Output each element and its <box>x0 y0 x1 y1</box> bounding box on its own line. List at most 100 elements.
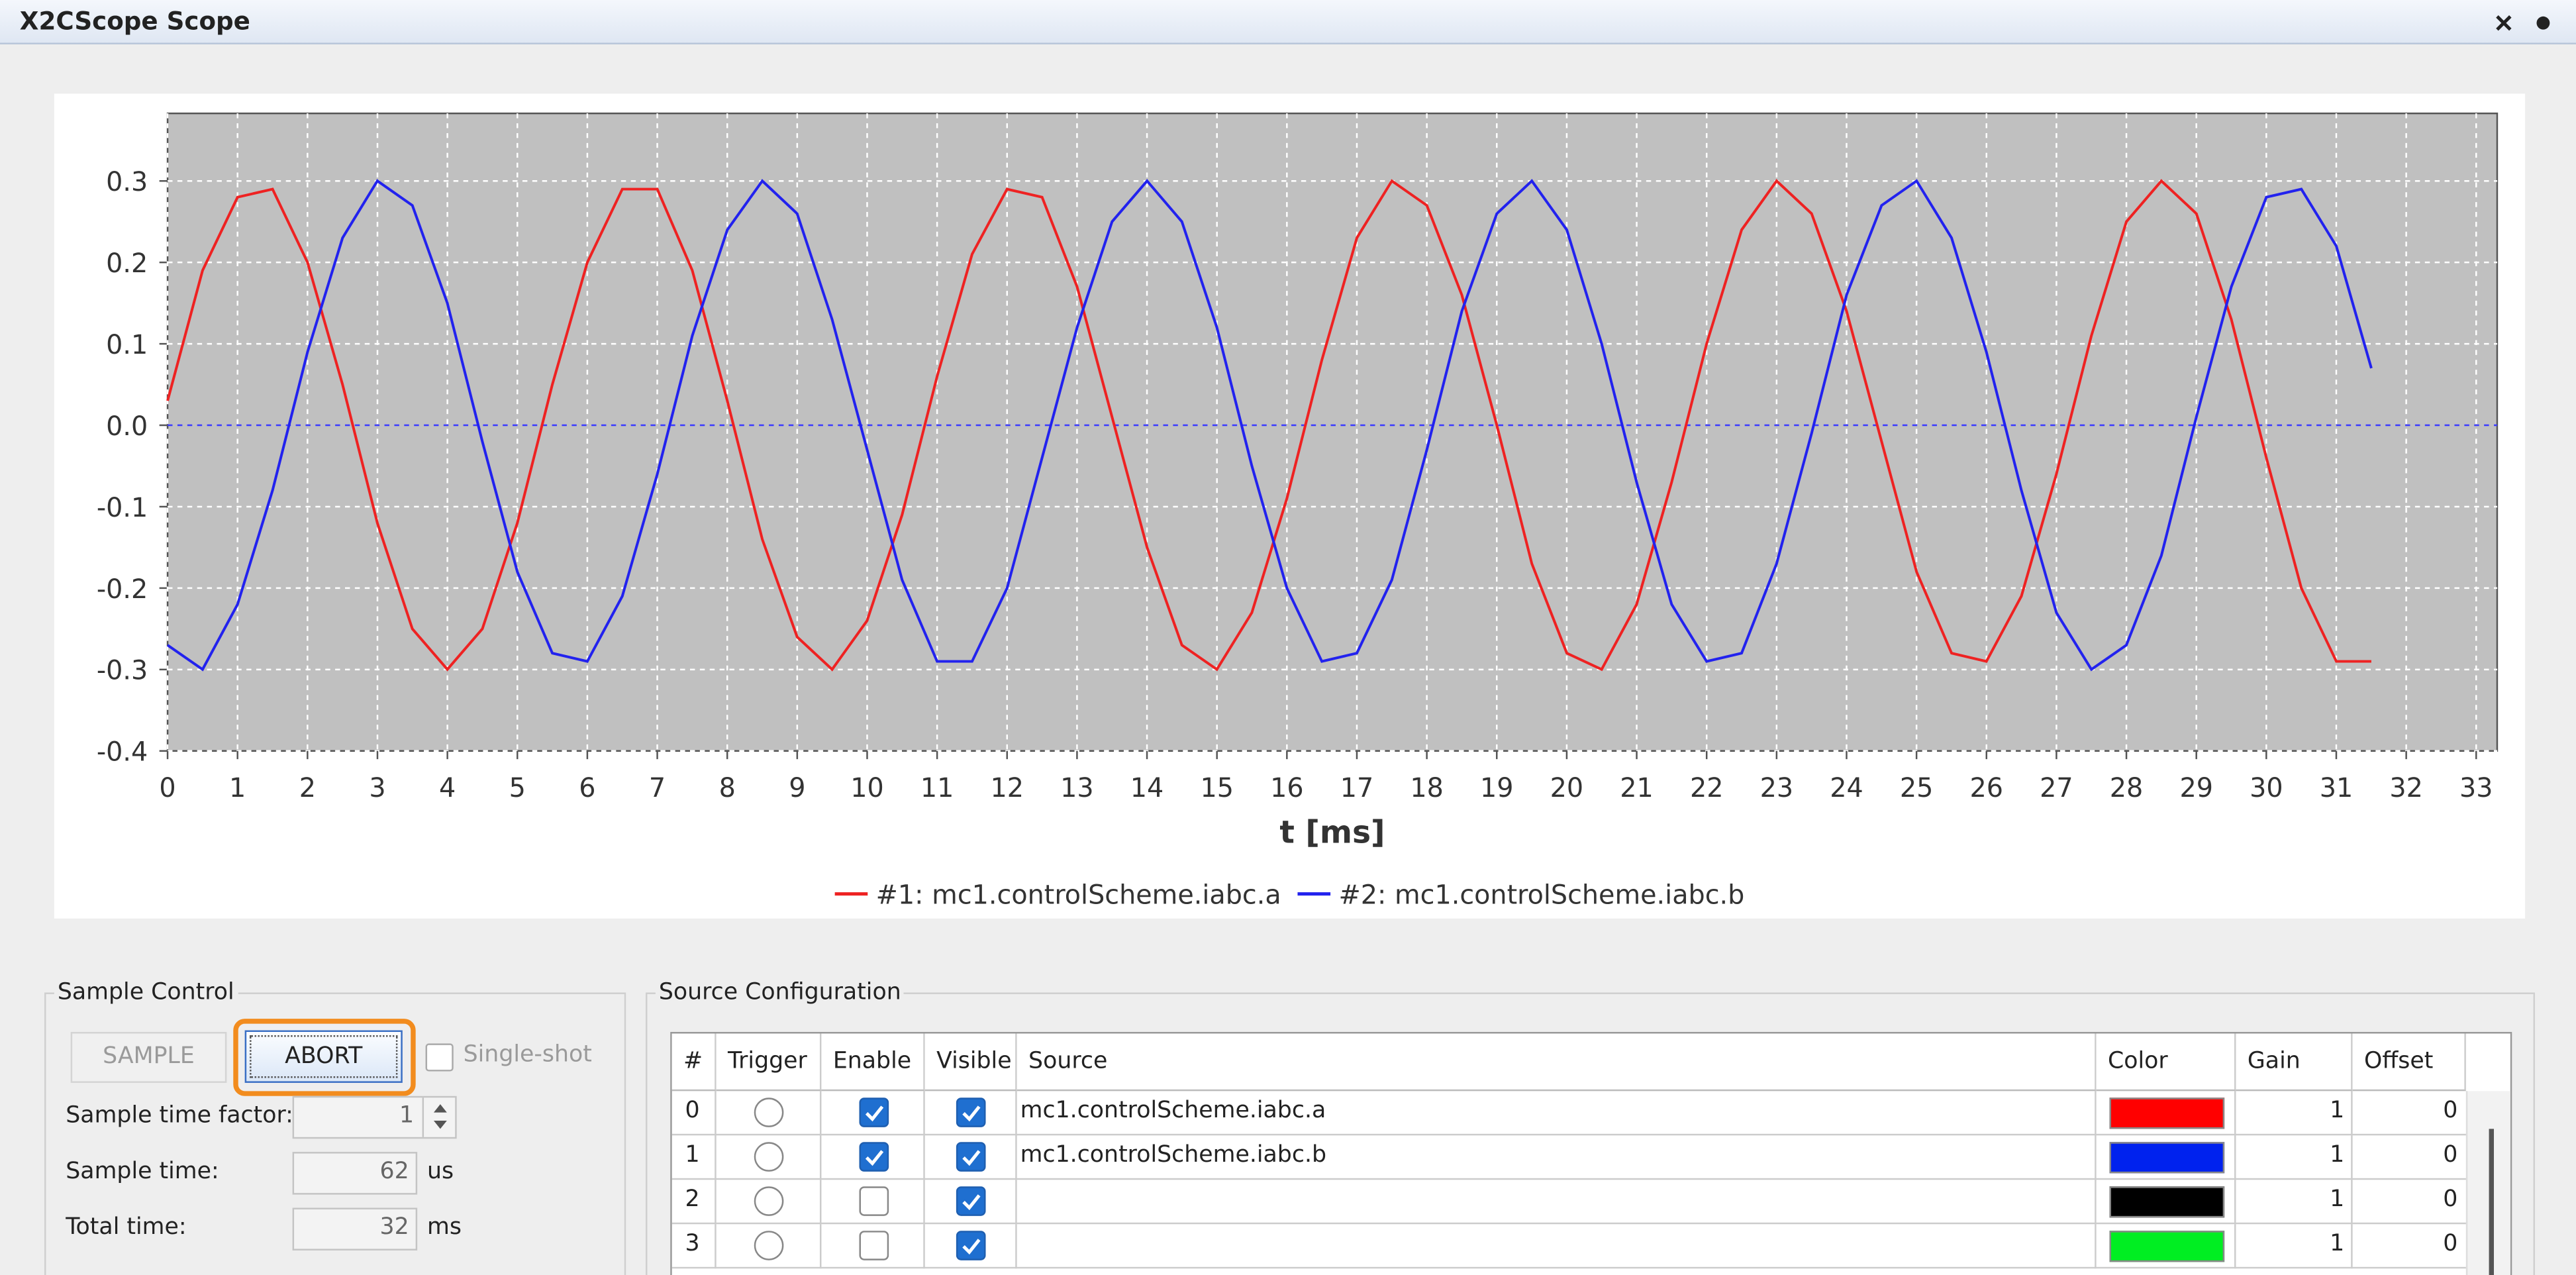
x-tick-label: 16 <box>1270 773 1304 803</box>
cell-border <box>2234 1180 2236 1225</box>
color-swatch[interactable] <box>2109 1097 2225 1129</box>
arrow-up[interactable] <box>433 1104 447 1113</box>
column-header[interactable]: Gain <box>2236 1033 2353 1092</box>
checkbox-checked[interactable] <box>956 1097 986 1127</box>
checkbox-checked[interactable] <box>859 1142 889 1172</box>
cell-border <box>2234 1091 2236 1136</box>
column-header[interactable]: Enable <box>821 1033 925 1092</box>
check-mark <box>962 1150 981 1166</box>
checkbox[interactable] <box>859 1186 889 1216</box>
checkbox-checked[interactable] <box>956 1231 986 1260</box>
x-tick-label: 14 <box>1130 773 1164 803</box>
sample-button[interactable]: SAMPLE <box>70 1032 227 1083</box>
cell[interactable]: 0 <box>2443 1097 2458 1124</box>
cell-border <box>923 1180 925 1225</box>
x-tick-label: 8 <box>719 773 736 803</box>
cell-border <box>2351 1135 2353 1180</box>
cell[interactable]: 1 <box>2330 1231 2345 1257</box>
cell-border <box>2095 1224 2097 1269</box>
pin-button[interactable] <box>2532 11 2555 34</box>
radio[interactable] <box>754 1231 784 1260</box>
y-tick-label: 0.2 <box>106 248 148 279</box>
spinner-arrows[interactable] <box>422 1097 456 1137</box>
x-tick-label: 10 <box>850 773 884 803</box>
column-header[interactable]: Source <box>1016 1033 2097 1092</box>
arrow-down[interactable] <box>433 1120 447 1129</box>
cell-border <box>1015 1091 1017 1136</box>
cell-border <box>2234 1224 2236 1269</box>
abort-button[interactable]: ABORT <box>244 1030 403 1083</box>
x-tick-label: 33 <box>2459 773 2493 803</box>
x-tick-label: 21 <box>1620 773 1654 803</box>
cell: 1 <box>685 1142 700 1168</box>
x-axis-label: t [ms] <box>1279 815 1385 851</box>
cell-border <box>819 1091 822 1136</box>
color-swatch[interactable] <box>2109 1142 2225 1174</box>
cell-border <box>2095 1091 2097 1136</box>
cell-border <box>1015 1224 1017 1269</box>
column-header[interactable]: Color <box>2096 1033 2236 1092</box>
scrollbar[interactable] <box>2465 1091 2510 1275</box>
single-shot-label: Single-shot <box>463 1041 592 1068</box>
cell[interactable]: 0 <box>2443 1231 2458 1257</box>
label: Total time: <box>66 1214 187 1241</box>
table-row[interactable]: 0 mc1.controlScheme.iabc.a 1 0 <box>671 1091 2466 1136</box>
plot-area <box>166 112 2499 752</box>
legend-label: #1: mc1.controlScheme.iabc.a <box>876 880 1281 910</box>
check-mark <box>962 1239 981 1255</box>
cell-border <box>2095 1135 2097 1180</box>
y-tick-label: -0.1 <box>97 493 148 523</box>
cell[interactable]: 1 <box>2330 1186 2345 1213</box>
checkbox-checked[interactable] <box>859 1097 889 1127</box>
cell[interactable]: 0 <box>2443 1142 2458 1168</box>
legend-label: #2: mc1.controlScheme.iabc.b <box>1338 880 1744 910</box>
check-mark <box>962 1105 981 1122</box>
column-header[interactable]: Trigger <box>716 1033 822 1092</box>
cell[interactable]: 0 <box>2443 1186 2458 1213</box>
cell[interactable]: 1 <box>2330 1097 2345 1124</box>
cell[interactable]: mc1.controlScheme.iabc.a <box>1020 1097 1326 1124</box>
cell-border <box>2234 1135 2236 1180</box>
cell-border <box>715 1224 717 1269</box>
column-header[interactable]: # <box>671 1033 717 1092</box>
group-title: Source Configuration <box>655 979 905 1006</box>
color-swatch[interactable] <box>2109 1186 2225 1218</box>
checkbox-checked[interactable] <box>956 1186 986 1216</box>
cell-border <box>819 1180 822 1225</box>
unit: ms <box>427 1214 462 1241</box>
unit: us <box>427 1158 454 1185</box>
cell[interactable]: 1 <box>2330 1142 2345 1168</box>
table-row[interactable]: 3 1 0 <box>671 1224 2466 1269</box>
checkbox-checked[interactable] <box>956 1142 986 1172</box>
cell-border <box>819 1224 822 1269</box>
table-row[interactable]: 2 1 0 <box>671 1180 2466 1225</box>
x-tick-label: 32 <box>2389 773 2423 803</box>
y-tick-label: 0.0 <box>106 411 148 442</box>
y-tick-label: -0.2 <box>97 574 148 605</box>
x-tick-label: 26 <box>1970 773 2004 803</box>
cell-border <box>2351 1091 2353 1136</box>
group-title: Sample Control <box>54 979 238 1006</box>
spinner[interactable]: 1 <box>292 1096 457 1139</box>
x-tick-label: 15 <box>1200 773 1234 803</box>
highlight <box>233 1019 416 1096</box>
checkbox[interactable] <box>859 1231 889 1260</box>
table-row[interactable]: 1 mc1.controlScheme.iabc.b 1 0 <box>671 1135 2466 1180</box>
series-line <box>166 179 2373 672</box>
radio[interactable] <box>754 1142 784 1172</box>
source-config-group <box>645 992 2536 1275</box>
color-swatch[interactable] <box>2109 1231 2225 1262</box>
column-header[interactable]: Visible <box>924 1033 1017 1092</box>
field: 32 <box>292 1207 418 1250</box>
cell-border <box>923 1135 925 1180</box>
scroll-thumb[interactable] <box>2489 1129 2495 1275</box>
cell[interactable]: mc1.controlScheme.iabc.b <box>1020 1142 1327 1168</box>
close-button[interactable] <box>2493 11 2516 34</box>
radio[interactable] <box>754 1097 784 1127</box>
x-tick-label: 13 <box>1060 773 1094 803</box>
radio[interactable] <box>754 1186 784 1216</box>
check-mark <box>962 1194 981 1211</box>
x-tick-label: 31 <box>2320 773 2353 803</box>
single-shot-checkbox[interactable] <box>425 1043 454 1072</box>
column-header[interactable]: Offset <box>2352 1033 2466 1092</box>
